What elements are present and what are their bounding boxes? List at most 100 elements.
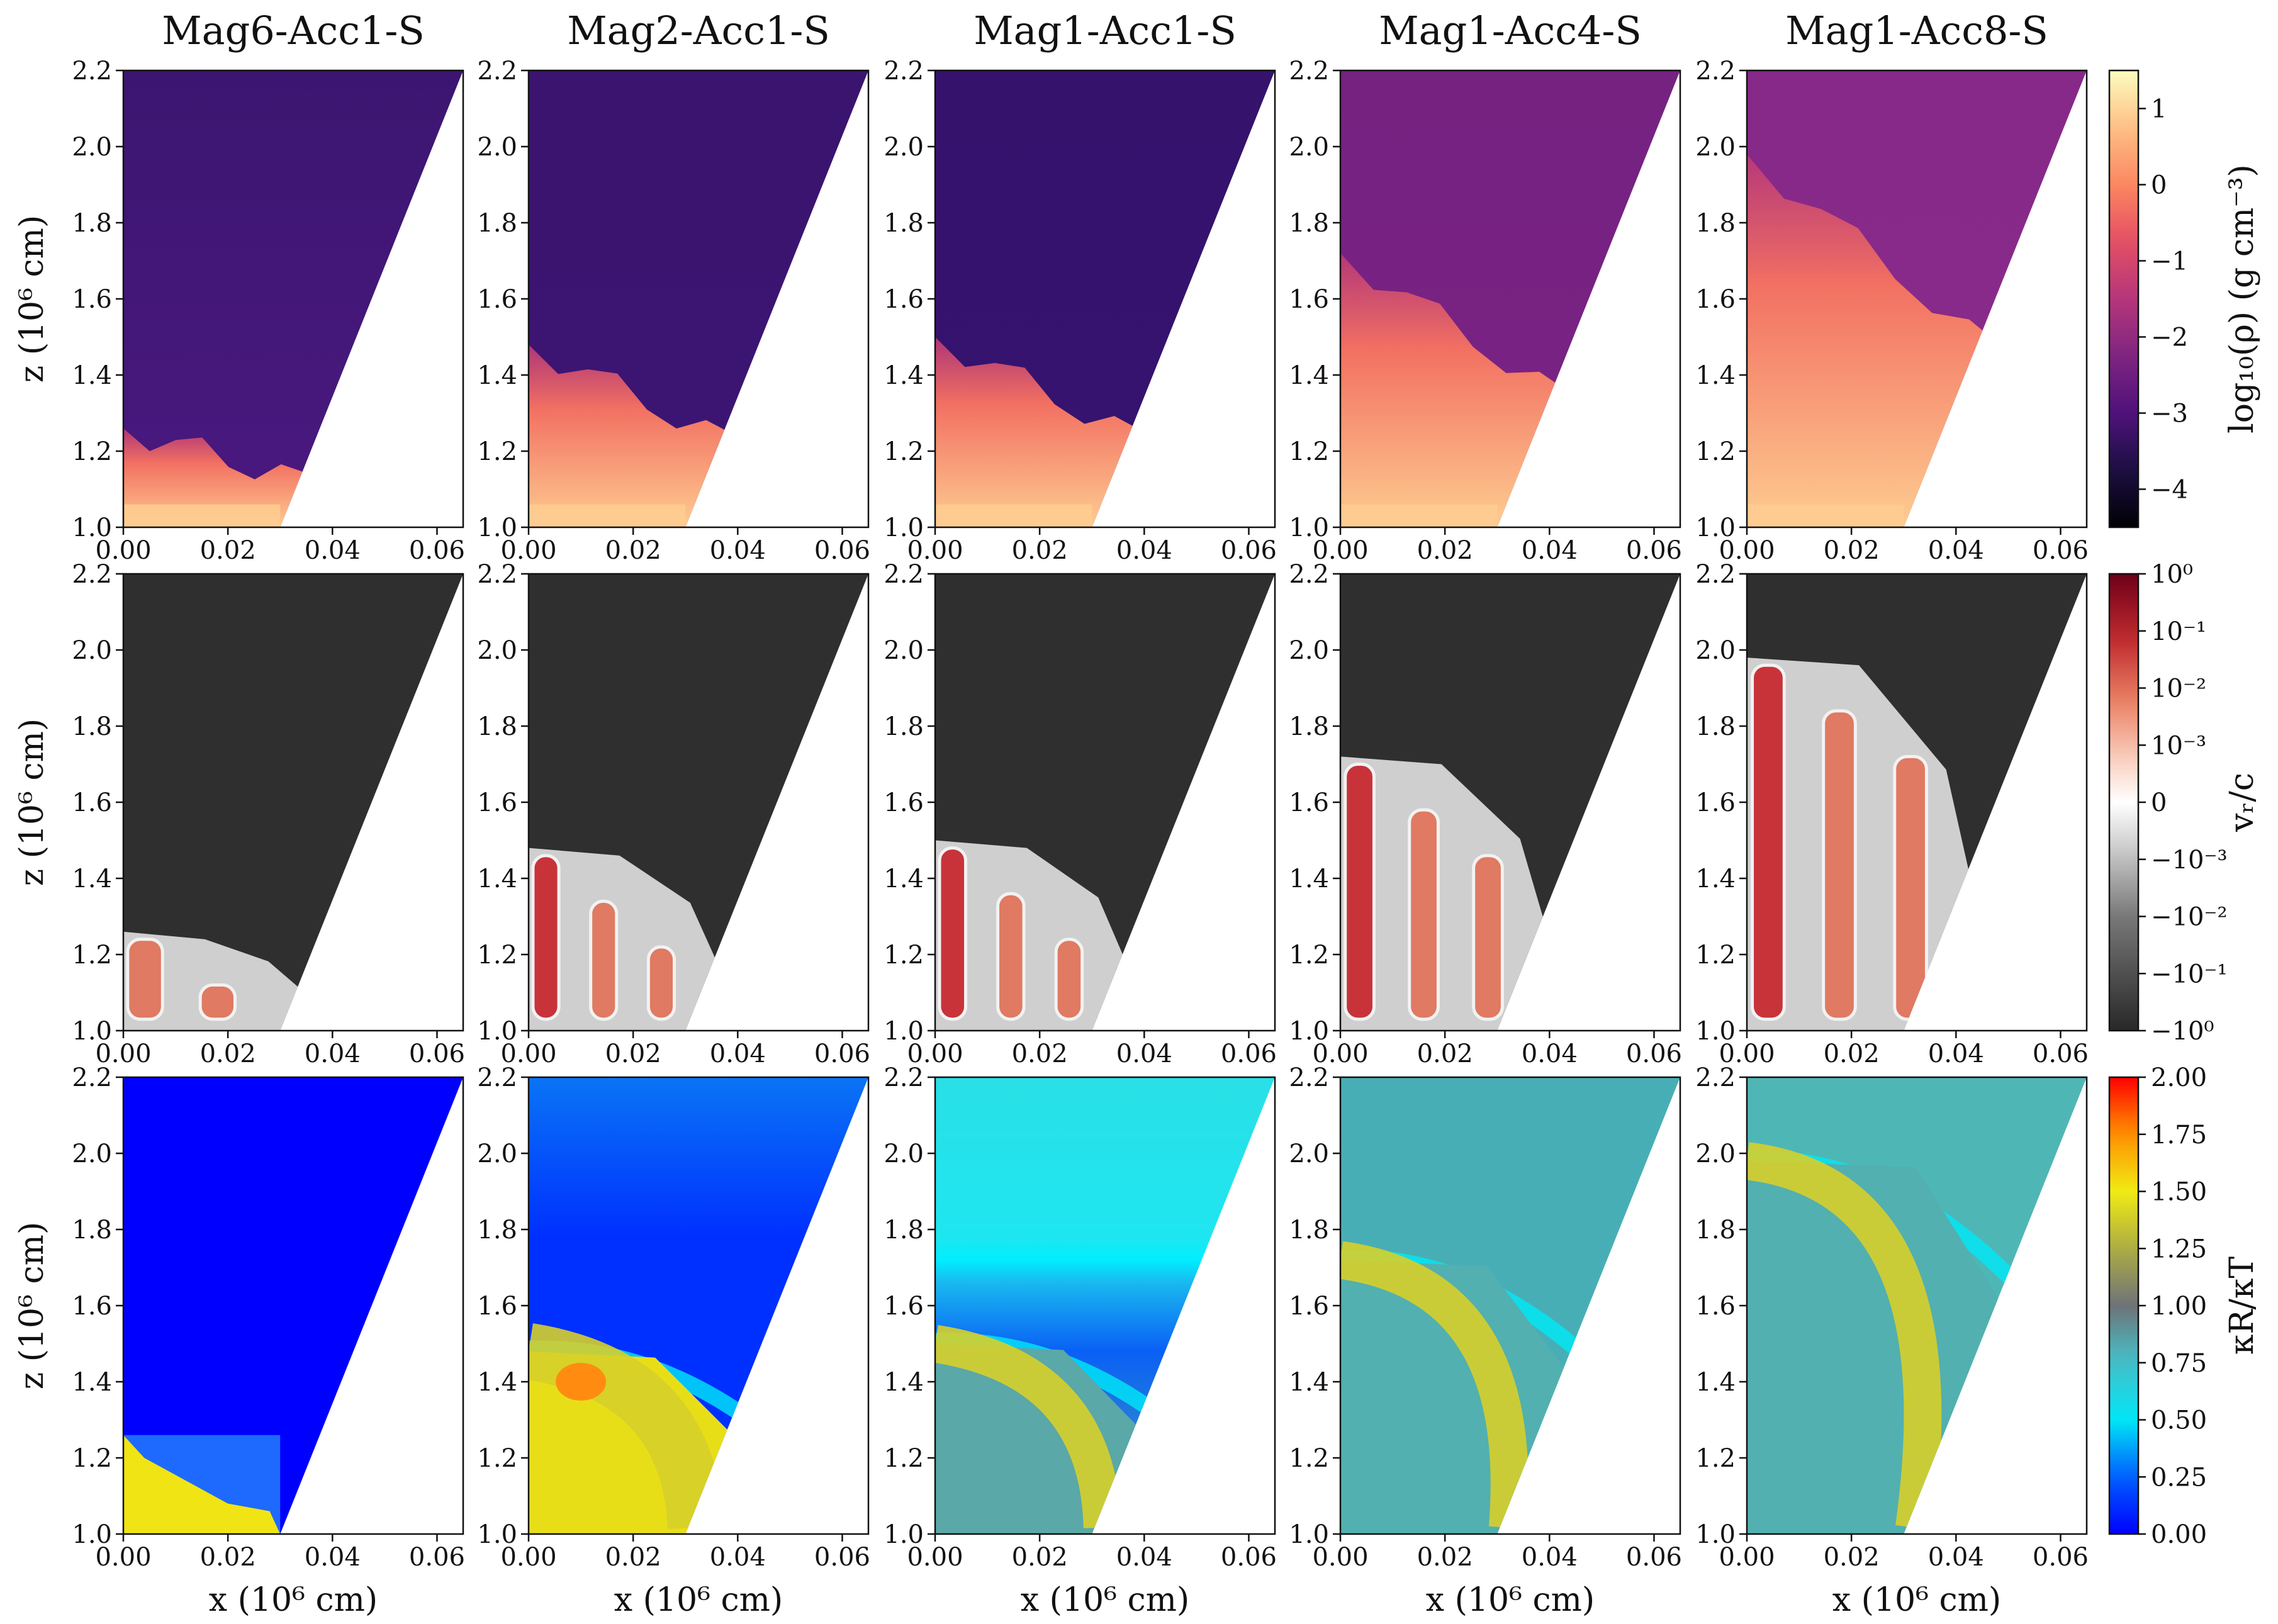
velocity-grey-region	[935, 840, 1139, 1031]
x-axis-label: x (10⁶ cm)	[1426, 1581, 1595, 1619]
x-tick-label: 0.00	[95, 536, 151, 565]
x-tick-label: 0.06	[2033, 1543, 2089, 1572]
x-tick-label: 0.06	[409, 536, 465, 565]
y-tick-label: 1.0	[1695, 1520, 1736, 1549]
y-tick-label: 1.6	[477, 285, 517, 314]
dense-base	[529, 504, 686, 527]
y-tick-label: 1.2	[477, 941, 517, 970]
y-tick-label: 1.6	[1289, 285, 1329, 314]
y-tick-label: 2.0	[884, 1140, 924, 1168]
outflow-column	[1893, 754, 1928, 1021]
column-title: Mag1-Acc8-S	[1785, 8, 2048, 53]
axes-r3-c5: 0.00 0.02 0.04 0.06 1.0 1.2 1.4 1.6 1.8 2.0 2.2	[1695, 1063, 2089, 1572]
heatmap-field	[123, 1077, 463, 1534]
x-tick-label: 0.04	[305, 536, 361, 565]
y-tick-label: 1.4	[884, 865, 924, 893]
velocity-grey-region	[123, 931, 305, 1031]
y-tick-label: 1.0	[1289, 1017, 1329, 1046]
y-tick-label: 2.2	[72, 1063, 112, 1092]
heatmap-field	[1340, 70, 1680, 527]
axes-r1-c2: 0.00 0.02 0.04 0.06 1.0 1.2 1.4 1.6 1.8 2.0 2.2	[477, 57, 870, 565]
y-tick-label: 1.0	[884, 1520, 924, 1549]
colorbar-tick-label: 1	[2151, 95, 2167, 124]
opacity-shock-band	[1747, 1142, 1942, 1531]
x-tick-label: 0.04	[710, 1543, 766, 1572]
x-tick-label: 0.06	[409, 1039, 465, 1068]
colorbar-tick-label: −3	[2151, 400, 2188, 428]
y-tick-label: 2.2	[884, 560, 924, 589]
x-tick-label: 0.00	[500, 1543, 556, 1572]
y-tick-label: 2.0	[72, 1140, 112, 1168]
y-tick-label: 2.2	[1289, 560, 1329, 589]
y-tick-label: 1.2	[477, 437, 517, 466]
y-tick-label: 1.6	[884, 285, 924, 314]
column-title: Mag1-Acc1-S	[973, 8, 1237, 53]
axes-r2-c2: 0.00 0.02 0.04 0.06 1.0 1.2 1.4 1.6 1.8 2.0 2.2	[477, 560, 870, 1068]
dense-outflow	[1340, 253, 1573, 527]
column-title: Mag6-Acc1-S	[162, 8, 425, 53]
colorbar-tick-label: 0.00	[2151, 1520, 2207, 1549]
colorbar-tick-label: 0	[2151, 788, 2167, 817]
x-tick-label: 0.04	[1116, 1039, 1172, 1068]
opacity-hotspot	[556, 1363, 607, 1401]
outflow-column	[1472, 854, 1504, 1021]
y-tick-label: 1.2	[884, 1444, 924, 1473]
outflow-column	[646, 945, 676, 1021]
colorbar-tick-label: 0.75	[2151, 1349, 2207, 1378]
x-tick-label: 0.02	[1417, 536, 1473, 565]
y-tick-label: 1.8	[884, 712, 924, 741]
axes-r1-c3: 0.00 0.02 0.04 0.06 1.0 1.2 1.4 1.6 1.8 2.0 2.2	[884, 57, 1277, 565]
y-tick-label: 2.2	[1695, 57, 1736, 86]
colorbar-tick-label: 10⁻³	[2151, 731, 2206, 760]
heatmap-field	[1747, 574, 2087, 1031]
dense-base	[123, 504, 281, 527]
axes-r3-c2: 0.00 0.02 0.04 0.06 1.0 1.2 1.4 1.6 1.8 2.0 2.2	[477, 1063, 870, 1572]
panel-r2-c5	[1746, 573, 2088, 1032]
x-tick-label: 0.04	[710, 1039, 766, 1068]
y-tick-label: 1.8	[72, 712, 112, 741]
x-tick-label: 0.04	[1928, 1543, 1984, 1572]
x-tick-label: 0.04	[1522, 536, 1578, 565]
y-tick-label: 2.2	[1695, 1063, 1736, 1092]
colorbar-frame	[2108, 69, 2140, 529]
y-tick-label: 2.0	[477, 636, 517, 665]
heatmap-field	[1340, 574, 1680, 1031]
axes-r3-c3: 0.00 0.02 0.04 0.06 1.0 1.2 1.4 1.6 1.8 2.0 2.2	[884, 1063, 1277, 1572]
y-tick-label: 1.0	[72, 513, 112, 542]
y-tick-label: 1.2	[1695, 437, 1736, 466]
heatmap-field	[935, 1077, 1275, 1534]
x-tick-label: 0.06	[409, 1543, 465, 1572]
colorbar-gradient	[2109, 574, 2138, 1031]
y-tick-label: 1.4	[1695, 361, 1736, 390]
y-tick-label: 1.4	[477, 865, 517, 893]
x-tick-label: 0.02	[1012, 1039, 1068, 1068]
colorbar-tick-label: 0	[2151, 171, 2167, 200]
y-tick-label: 1.6	[477, 1292, 517, 1321]
axes-decorations: 0.00 0.02 0.04 0.061.01.21.41.61.82.02.20.0…	[13, 57, 2089, 1619]
y-tick-label: 2.0	[477, 1140, 517, 1168]
y-tick-label: 1.0	[1289, 513, 1329, 542]
panel-r2-c2	[527, 573, 870, 1032]
outflow-column	[1751, 663, 1786, 1021]
heatmap-field	[529, 574, 868, 1031]
axes-r1-c5: 0.00 0.02 0.04 0.06 1.0 1.2 1.4 1.6 1.8 2.0 2.2	[1695, 57, 2089, 565]
colorbar-tick-label: −2	[2151, 323, 2188, 352]
heatmap-field	[529, 1077, 868, 1534]
y-axis-label: z (10⁶ cm)	[13, 719, 51, 886]
y-tick-label: 1.2	[72, 437, 112, 466]
column-title: Mag2-Acc1-S	[567, 8, 830, 53]
x-tick-label: 0.06	[1221, 1039, 1277, 1068]
colorbar-tick-label: 1.00	[2151, 1292, 2207, 1321]
y-tick-label: 1.2	[72, 941, 112, 970]
x-tick-label: 0.06	[1626, 1039, 1682, 1068]
y-tick-label: 1.0	[1695, 1017, 1736, 1046]
y-tick-label: 1.4	[1695, 1368, 1736, 1397]
colorbar-gradient	[2109, 70, 2138, 527]
x-tick-label: 0.00	[95, 1039, 151, 1068]
outflow-column	[938, 846, 968, 1021]
panel-r1-c1	[122, 69, 464, 529]
y-tick-label: 1.6	[884, 1292, 924, 1321]
x-tick-label: 0.04	[1522, 1039, 1578, 1068]
dense-base	[1340, 504, 1498, 527]
